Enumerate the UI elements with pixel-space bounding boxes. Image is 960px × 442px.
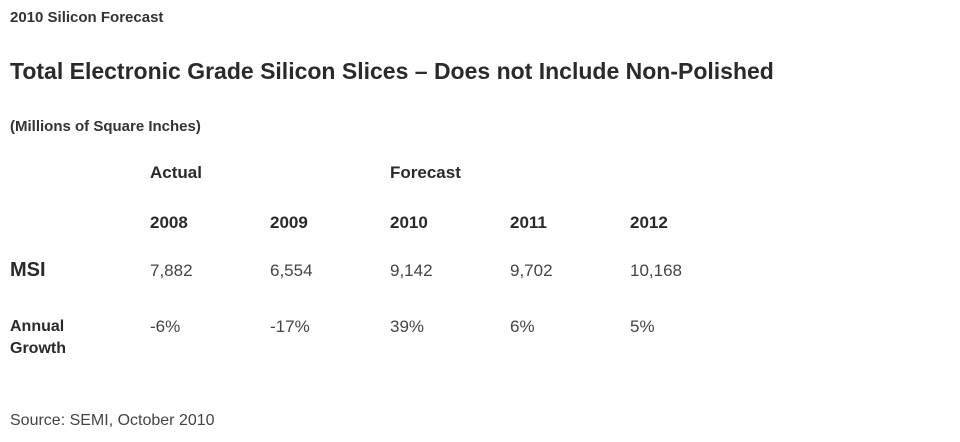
msi-value-2012: 10,168: [630, 261, 682, 280]
msi-value-2009: 6,554: [270, 261, 313, 280]
year-header-2008: 2008: [150, 213, 188, 232]
growth-value-2009: -17%: [270, 317, 310, 336]
msi-value-2011: 9,702: [510, 261, 553, 280]
msi-value-2010: 9,142: [390, 261, 433, 280]
msi-value-2008: 7,882: [150, 261, 193, 280]
growth-value-2012: 5%: [630, 317, 655, 336]
year-header-2011: 2011: [510, 213, 547, 232]
row-label-annual-growth: Annual Growth: [10, 318, 66, 357]
group-label-actual: Actual: [150, 163, 202, 182]
growth-value-2010: 39%: [390, 317, 425, 336]
table-title: Total Electronic Grade Silicon Slices – …: [10, 58, 774, 84]
year-header-2012: 2012: [630, 213, 668, 232]
growth-value-2008: -6%: [150, 317, 181, 336]
row-label-msi: MSI: [10, 259, 46, 281]
source-note: Source: SEMI, October 2010: [10, 412, 215, 429]
year-header-2009: 2009: [270, 213, 308, 232]
forecast-kicker: 2010 Silicon Forecast: [10, 9, 164, 26]
year-header-2010: 2010: [390, 213, 428, 232]
growth-value-2011: 6%: [510, 317, 535, 336]
group-label-forecast: Forecast: [390, 163, 461, 182]
unit-label: (Millions of Square Inches): [10, 118, 201, 135]
